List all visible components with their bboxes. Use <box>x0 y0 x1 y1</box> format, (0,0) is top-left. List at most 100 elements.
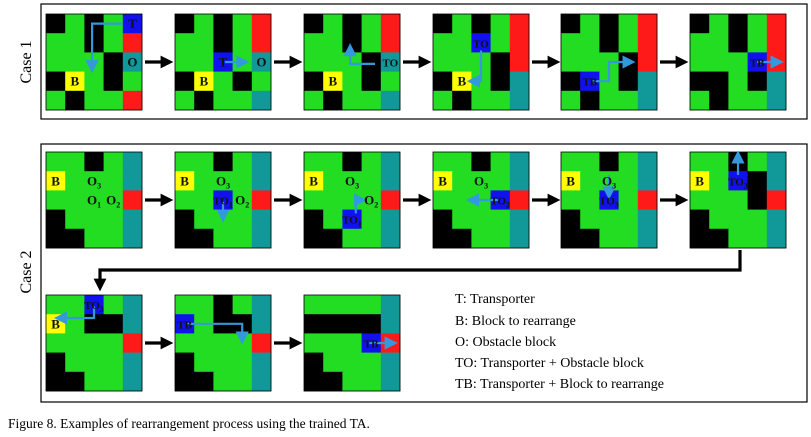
grid-cell <box>84 71 104 92</box>
grid-cell <box>561 71 581 92</box>
cell-label-text: TO <box>383 58 399 70</box>
cell-label-text: TO <box>599 196 615 208</box>
grid-cell <box>361 152 382 172</box>
legend-item: B: Block to rearrange <box>455 314 576 329</box>
grid-state: B TO3 <box>689 150 787 249</box>
grid-cell <box>380 14 401 34</box>
cell-label: O2 <box>235 193 249 210</box>
cell-label-subscript: 3 <box>612 181 616 190</box>
legend-item: T: Transporter <box>455 292 535 307</box>
grid-cell <box>251 33 272 53</box>
grid-cell <box>766 190 787 210</box>
grid-cell <box>232 90 253 111</box>
grid-cell <box>304 190 324 210</box>
cell-label: O <box>127 55 137 70</box>
grid-cell <box>709 152 729 172</box>
cell-label: T <box>219 55 228 70</box>
grid-cell <box>103 71 124 92</box>
grid-cell <box>690 71 710 92</box>
grid-cell <box>122 352 143 373</box>
grid-cell <box>251 209 272 230</box>
move-arrow <box>343 43 375 66</box>
grid-cell <box>766 228 787 249</box>
grid-cell <box>103 333 124 353</box>
grid-cell <box>232 14 253 34</box>
grid-cell <box>747 90 768 111</box>
grid-cell <box>84 209 104 230</box>
grid-cell <box>728 33 748 53</box>
grid-cell <box>304 314 324 334</box>
grid-cell <box>509 33 530 53</box>
legend-item: TO: Transporter + Obstacle block <box>455 356 644 371</box>
cell-label-subscript: 3 <box>484 181 488 190</box>
grid-cell <box>728 90 748 111</box>
grid-state: TB <box>689 13 787 111</box>
grid-cell <box>709 190 729 210</box>
grid-cell <box>580 228 600 249</box>
grid-cell <box>580 152 600 172</box>
grid-cell <box>323 352 343 373</box>
grid-state: TB <box>560 13 658 111</box>
grid-cell <box>232 190 253 210</box>
grid-cell <box>361 33 382 53</box>
legend-item: O: Obstacle block <box>455 335 556 350</box>
case1-label: Case 1 <box>18 40 35 83</box>
grid-cell <box>213 90 233 111</box>
grid-cell <box>471 171 491 191</box>
grid-border <box>174 294 272 392</box>
grid-cell <box>690 52 710 72</box>
move-arrow <box>186 322 249 345</box>
grid-cell <box>766 171 787 191</box>
grid-cell <box>342 352 362 373</box>
grid-cell <box>561 152 581 172</box>
grid-cell <box>509 209 530 230</box>
grid-cell <box>232 171 253 191</box>
cell-label: TO1 <box>213 196 233 210</box>
grid-cell <box>175 371 195 392</box>
grid-cell <box>323 171 343 191</box>
grid-cell <box>65 152 85 172</box>
grid-cell <box>690 228 710 249</box>
cell-label: TB <box>364 339 379 351</box>
grid-cell <box>471 33 491 53</box>
grid-border <box>303 294 401 392</box>
grid-cell <box>304 152 324 172</box>
grid-cell <box>103 228 124 249</box>
cell-label: O3 <box>216 173 230 190</box>
grid-cell <box>323 14 343 34</box>
grid-cell <box>342 333 362 353</box>
grid-cell <box>380 314 401 334</box>
grid-cell <box>342 314 362 334</box>
grid-cell <box>766 209 787 230</box>
grid-cell <box>103 171 124 191</box>
grid-cell <box>175 295 195 315</box>
grid-cell <box>342 71 362 92</box>
cell-label-text: B <box>309 173 318 188</box>
grid-cell <box>84 352 104 373</box>
grid-cell <box>175 352 195 373</box>
grid-border <box>174 151 272 249</box>
grid-cell <box>490 90 511 111</box>
grid-cell <box>580 209 600 230</box>
grid-cell <box>471 152 491 172</box>
grid-cell <box>122 71 143 92</box>
grid-cell <box>194 333 214 353</box>
grid-cell <box>251 295 272 315</box>
grid-cell <box>361 171 382 191</box>
grid-cell <box>580 52 600 72</box>
grid-cell <box>561 209 581 230</box>
figure-caption: Figure 8. Examples of rearrangement proc… <box>8 416 370 431</box>
cell-label-text: O <box>216 173 226 188</box>
grid-cell <box>766 14 787 34</box>
grid-cell <box>342 52 362 72</box>
grid-cell <box>690 14 710 34</box>
grid-cell <box>690 33 710 53</box>
grid-cell <box>728 190 748 210</box>
grid-cell <box>232 152 253 172</box>
grid-cell <box>65 295 85 315</box>
cell-label-text: TO <box>473 38 489 50</box>
grid-cell <box>728 171 748 191</box>
cell-label: TB <box>582 77 597 89</box>
grid-cell <box>304 333 324 353</box>
